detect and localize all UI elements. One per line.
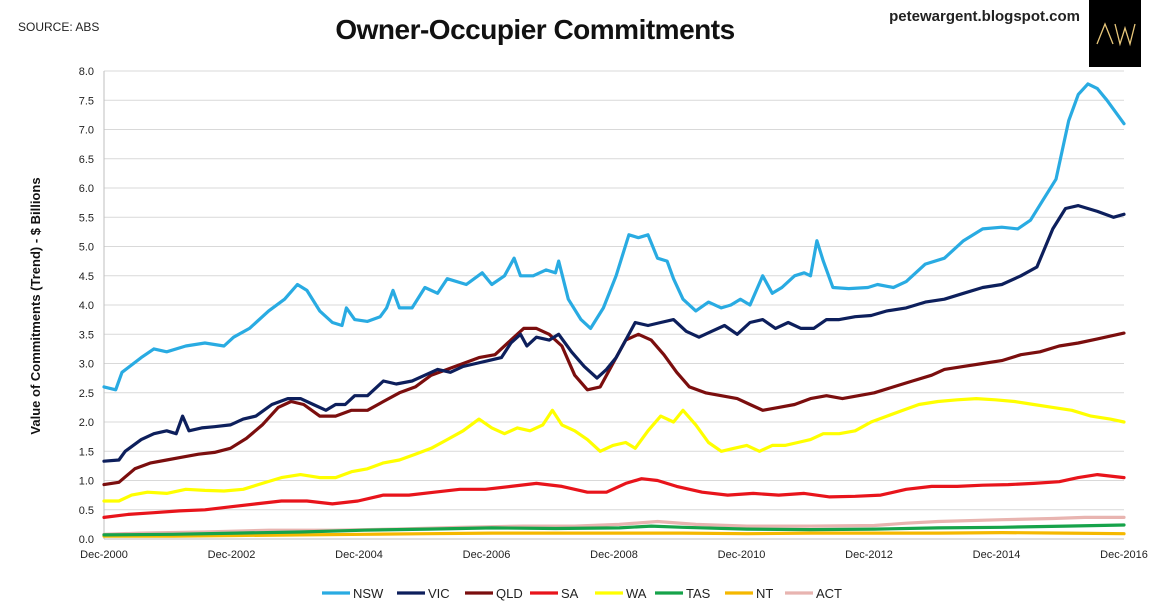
gridlines bbox=[104, 70, 1124, 540]
aw-logo bbox=[1089, 0, 1141, 67]
y-tick-label: 8.0 bbox=[79, 66, 94, 78]
y-tick-label: 1.5 bbox=[79, 446, 94, 458]
legend-label: NSW bbox=[353, 586, 384, 601]
legend-label: WA bbox=[626, 586, 647, 601]
blog-url: petewargent.blogspot.com bbox=[889, 8, 1080, 25]
series-line-nsw bbox=[102, 82, 1126, 392]
x-tick-label: Dec-2012 bbox=[845, 549, 893, 561]
x-tick-label: Dec-2002 bbox=[208, 549, 256, 561]
y-tick-label: 7.0 bbox=[79, 125, 94, 137]
y-tick-label: 2.5 bbox=[79, 388, 94, 400]
y-axis-ticks: 0.0 0.5 1.0 1.5 2.0 2.5 3.0 3.5 4.0 4.5 5.0 5.5 6.0 6… bbox=[79, 66, 94, 546]
y-tick-label: 4.5 bbox=[79, 271, 94, 283]
legend-label: QLD bbox=[496, 586, 523, 601]
y-tick-label: 4.0 bbox=[79, 300, 94, 312]
y-tick-label: 2.0 bbox=[79, 417, 94, 429]
legend: NSW VIC QLD SA WA TAS NT ACT bbox=[322, 586, 842, 601]
x-tick-label: Dec-2000 bbox=[80, 549, 128, 561]
y-tick-label: 6.5 bbox=[79, 154, 94, 166]
x-tick-label: Dec-2004 bbox=[335, 549, 383, 561]
x-tick-label: Dec-2010 bbox=[718, 549, 766, 561]
legend-item-vic: VIC bbox=[397, 586, 450, 601]
series-line-vic bbox=[102, 204, 1126, 463]
legend-item-sa: SA bbox=[530, 586, 579, 601]
x-axis-ticks: Dec-2000 Dec-2002 Dec-2004 Dec-2006 Dec-2008… bbox=[80, 549, 1148, 561]
y-tick-label: 0.0 bbox=[79, 534, 94, 546]
series-line-qld bbox=[102, 326, 1126, 487]
aw-logo-mark bbox=[1096, 22, 1136, 47]
legend-item-nt: NT bbox=[725, 586, 773, 601]
series-line-tas bbox=[102, 523, 1126, 537]
source-note: SOURCE: ABS bbox=[18, 20, 100, 34]
x-tick-label: Dec-2014 bbox=[973, 549, 1021, 561]
x-tick-label: Dec-2008 bbox=[590, 549, 638, 561]
legend-label: NT bbox=[756, 586, 773, 601]
legend-item-qld: QLD bbox=[465, 586, 523, 601]
series-line-nt bbox=[102, 531, 1126, 538]
chart-title: Owner-Occupier Commitments bbox=[335, 14, 735, 45]
y-tick-label: 1.0 bbox=[79, 476, 94, 488]
legend-item-act: ACT bbox=[785, 586, 842, 601]
series-line-wa bbox=[102, 397, 1126, 503]
y-tick-label: 5.0 bbox=[79, 242, 94, 254]
x-tick-label: Dec-2016 bbox=[1100, 549, 1148, 561]
series-line-sa bbox=[102, 473, 1126, 519]
legend-label: ACT bbox=[816, 586, 842, 601]
y-tick-label: 7.5 bbox=[79, 95, 94, 107]
legend-item-wa: WA bbox=[595, 586, 647, 601]
y-tick-label: 0.5 bbox=[79, 505, 94, 517]
y-axis-label: Value of Commitments (Trend) - $ Billion… bbox=[28, 177, 43, 434]
y-tick-label: 3.0 bbox=[79, 359, 94, 371]
legend-label: SA bbox=[561, 586, 579, 601]
legend-item-tas: TAS bbox=[655, 586, 711, 601]
y-tick-label: 3.5 bbox=[79, 329, 94, 341]
series-line-act bbox=[102, 515, 1126, 536]
x-tick-label: Dec-2006 bbox=[463, 549, 511, 561]
y-tick-label: 5.5 bbox=[79, 212, 94, 224]
legend-label: VIC bbox=[428, 586, 450, 601]
legend-label: TAS bbox=[686, 586, 711, 601]
y-tick-label: 6.0 bbox=[79, 183, 94, 195]
legend-item-nsw: NSW bbox=[322, 586, 384, 601]
series-lines bbox=[102, 82, 1126, 538]
